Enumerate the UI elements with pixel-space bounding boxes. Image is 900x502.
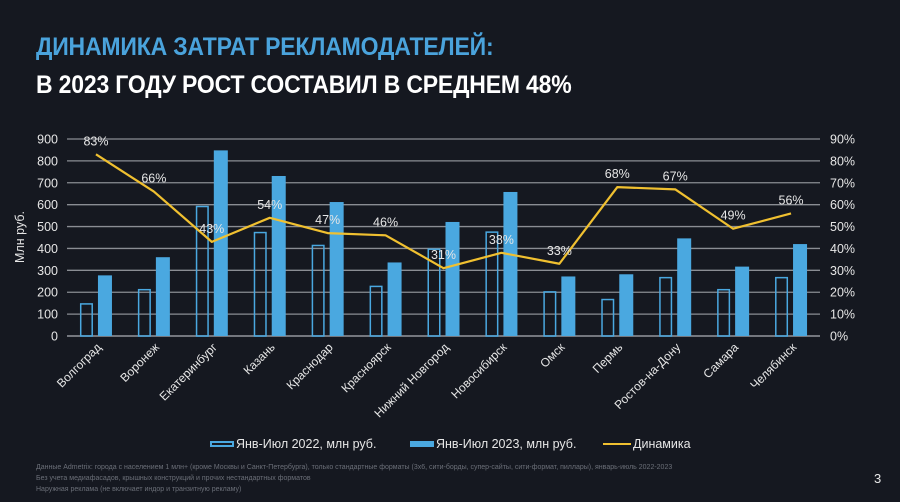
bar-2023 <box>213 150 228 336</box>
y-axis-title: Млн руб. <box>13 211 27 263</box>
x-tick-label: Краснодар <box>284 340 336 392</box>
x-tick-label: Пермь <box>590 340 626 376</box>
y-axis-right: 0% 10% 20% 30% 40% 50% 60% 70% 80% 90% <box>830 133 855 344</box>
page-number: 3 <box>874 471 882 486</box>
bar-2022 <box>253 231 267 337</box>
y-tick-label: 100 <box>37 308 58 322</box>
bar-2022 <box>485 231 499 337</box>
legend-item-growth: Динамика <box>603 437 691 451</box>
x-tick-label: Воронеж <box>117 340 162 385</box>
x-tick-label: Омск <box>537 340 568 371</box>
slide-title-line1: ДИНАМИКА ЗАТРАТ РЕКЛАМОДАТЕЛЕЙ: <box>36 33 494 61</box>
y2-tick-label: 40% <box>830 242 855 256</box>
data-labels: 83% 66% 43% 54% 47% 46% 31% 38% 33% 68% 67% 49% 56% <box>83 134 803 262</box>
bar-2023 <box>155 257 170 336</box>
growth-line-path <box>95 153 792 270</box>
bar-2022 <box>775 276 789 337</box>
bar-2022 <box>427 248 441 337</box>
legend-item-2022: Янв-Июл 2022, млн руб. <box>210 437 376 451</box>
y-tick-label: 700 <box>37 176 58 190</box>
footnote-3: Наружная реклама (не включает индор и тр… <box>36 486 242 493</box>
legend-label-2023: Янв-Июл 2023, млн руб. <box>436 437 577 451</box>
growth-data-label: 67% <box>663 169 688 183</box>
y-tick-label: 500 <box>37 220 58 234</box>
bar-2022 <box>369 285 383 337</box>
y2-tick-label: 30% <box>830 264 855 278</box>
y2-tick-label: 90% <box>830 133 855 147</box>
y-tick-label: 800 <box>37 154 58 168</box>
bar-2023 <box>735 266 750 336</box>
bar-2023 <box>503 191 518 336</box>
bar-2023 <box>793 244 808 336</box>
y2-tick-label: 10% <box>830 308 855 322</box>
legend-swatch-line <box>603 443 631 445</box>
legend-label-growth: Динамика <box>633 437 691 451</box>
gridlines <box>67 138 820 337</box>
x-tick-label: Волгоград <box>54 340 104 390</box>
y-tick-label: 0 <box>51 330 58 344</box>
y-tick-label: 400 <box>37 242 58 256</box>
y2-tick-label: 0% <box>830 330 848 344</box>
bar-2022 <box>195 205 209 337</box>
growth-data-label: 56% <box>779 193 804 207</box>
bar-2022 <box>311 244 325 337</box>
x-tick-label: Казань <box>241 340 278 377</box>
bar-2023 <box>329 202 344 336</box>
growth-line <box>95 153 792 270</box>
y2-tick-label: 20% <box>830 286 855 300</box>
bar-2022 <box>717 288 731 337</box>
bar-2023 <box>445 221 460 336</box>
growth-data-label: 68% <box>605 167 630 181</box>
footnotes: Данные Admetrix: города с населением 1 м… <box>36 462 672 495</box>
y2-tick-label: 50% <box>830 220 855 234</box>
growth-data-label: 33% <box>547 244 572 258</box>
y2-tick-label: 70% <box>830 176 855 190</box>
x-tick-label: Самара <box>700 340 741 381</box>
growth-data-label: 43% <box>199 222 224 236</box>
bar-2022 <box>137 288 151 337</box>
legend-swatch-filled <box>410 441 434 447</box>
legend-item-2023: Янв-Июл 2023, млн руб. <box>410 437 576 451</box>
footnote-2: Без учета медиафасадов, крышных конструк… <box>36 475 311 482</box>
growth-data-label: 49% <box>721 209 746 223</box>
bar-2023 <box>387 262 402 336</box>
y-tick-label: 900 <box>37 133 58 147</box>
bar-2023 <box>561 276 576 336</box>
growth-data-label: 47% <box>315 213 340 227</box>
growth-data-label: 83% <box>83 134 108 148</box>
bar-2023 <box>97 275 112 336</box>
legend-label-2022: Янв-Июл 2022, млн руб. <box>236 437 377 451</box>
y-tick-label: 300 <box>37 264 58 278</box>
growth-data-label: 38% <box>489 233 514 247</box>
growth-data-label: 66% <box>141 172 166 186</box>
y2-tick-label: 60% <box>830 198 855 212</box>
bar-2022 <box>79 303 93 337</box>
bar-2022 <box>659 276 673 337</box>
footnote-1: Данные Admetrix: города с населением 1 м… <box>36 464 673 471</box>
legend-swatch-outline <box>210 441 234 447</box>
slide-title-line2: В 2023 ГОДУ РОСТ СОСТАВИЛ В СРЕДНЕМ 48% <box>36 71 572 99</box>
bars <box>79 150 808 337</box>
growth-data-label: 31% <box>431 248 456 262</box>
x-tick-label: Екатеринбург <box>157 340 221 404</box>
bar-2022 <box>543 291 557 337</box>
y-axis-left: 0 100 200 300 400 500 600 700 800 900 <box>37 133 58 344</box>
growth-data-label: 54% <box>257 198 282 212</box>
y2-tick-label: 80% <box>830 154 855 168</box>
bar-2023 <box>677 238 692 336</box>
growth-data-label: 46% <box>373 215 398 229</box>
y-tick-label: 200 <box>37 286 58 300</box>
bar-2023 <box>271 175 286 336</box>
y-tick-label: 600 <box>37 198 58 212</box>
bar-2022 <box>601 298 615 337</box>
x-tick-label: Красноярск <box>338 340 394 396</box>
bar-2023 <box>619 274 634 336</box>
x-tick-label: Челябинск <box>747 340 799 392</box>
x-tick-label: Новосибирск <box>448 340 510 402</box>
